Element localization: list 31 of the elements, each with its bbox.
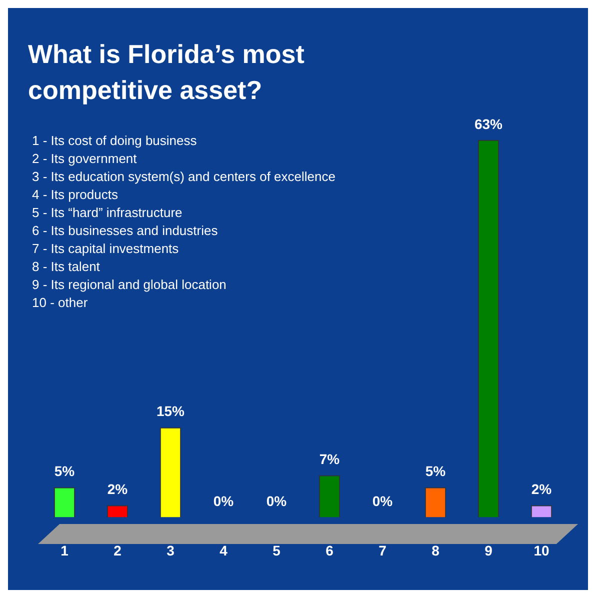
x-tick-label: 6 bbox=[326, 542, 334, 558]
annotation: 1 - Its cost of doing business bbox=[32, 132, 198, 150]
x-tick-label: 3 bbox=[166, 542, 175, 558]
x-tick-label: 4 bbox=[220, 542, 228, 558]
annotation: 10 - other bbox=[32, 294, 89, 312]
annotation: 5 - Its “hard” infrastructure bbox=[32, 204, 184, 222]
annotation: 6 - Its businesses and industries bbox=[32, 222, 219, 240]
x-tick-label: 1 bbox=[60, 542, 69, 558]
annotation: 2 - Its government bbox=[32, 150, 138, 168]
data-label: 5% bbox=[54, 463, 76, 480]
x-tick-label: 9 bbox=[484, 542, 493, 558]
annotation: 8 - Its talent bbox=[32, 258, 101, 276]
x-tick-label: 7 bbox=[378, 542, 387, 558]
x-tick-label: 5 bbox=[272, 542, 281, 558]
annotation: 9 - Its regional and global location bbox=[32, 276, 228, 294]
x-tick-label: 10 bbox=[534, 542, 550, 558]
data-label: 0% bbox=[372, 493, 394, 510]
data-label: 7% bbox=[319, 451, 340, 468]
data-label: 2% bbox=[107, 481, 128, 498]
chart-title: What is Florida’s most competitive asset? bbox=[28, 38, 306, 107]
data-label: 0% bbox=[213, 493, 234, 510]
data-label: 5% bbox=[425, 463, 446, 480]
data-label: 63% bbox=[474, 116, 504, 132]
annotation: 4 - Its products bbox=[32, 186, 119, 204]
data-label: 0% bbox=[266, 493, 288, 510]
data-label: 2% bbox=[531, 481, 552, 498]
data-label: 15% bbox=[156, 403, 186, 420]
x-tick-label: 2 bbox=[114, 542, 122, 558]
annotation: 3 - Its education system(s) and centers of excellence bbox=[32, 168, 336, 186]
x-tick-label: 8 bbox=[432, 542, 440, 558]
annotation: 7 - Its capital investments bbox=[32, 240, 180, 258]
